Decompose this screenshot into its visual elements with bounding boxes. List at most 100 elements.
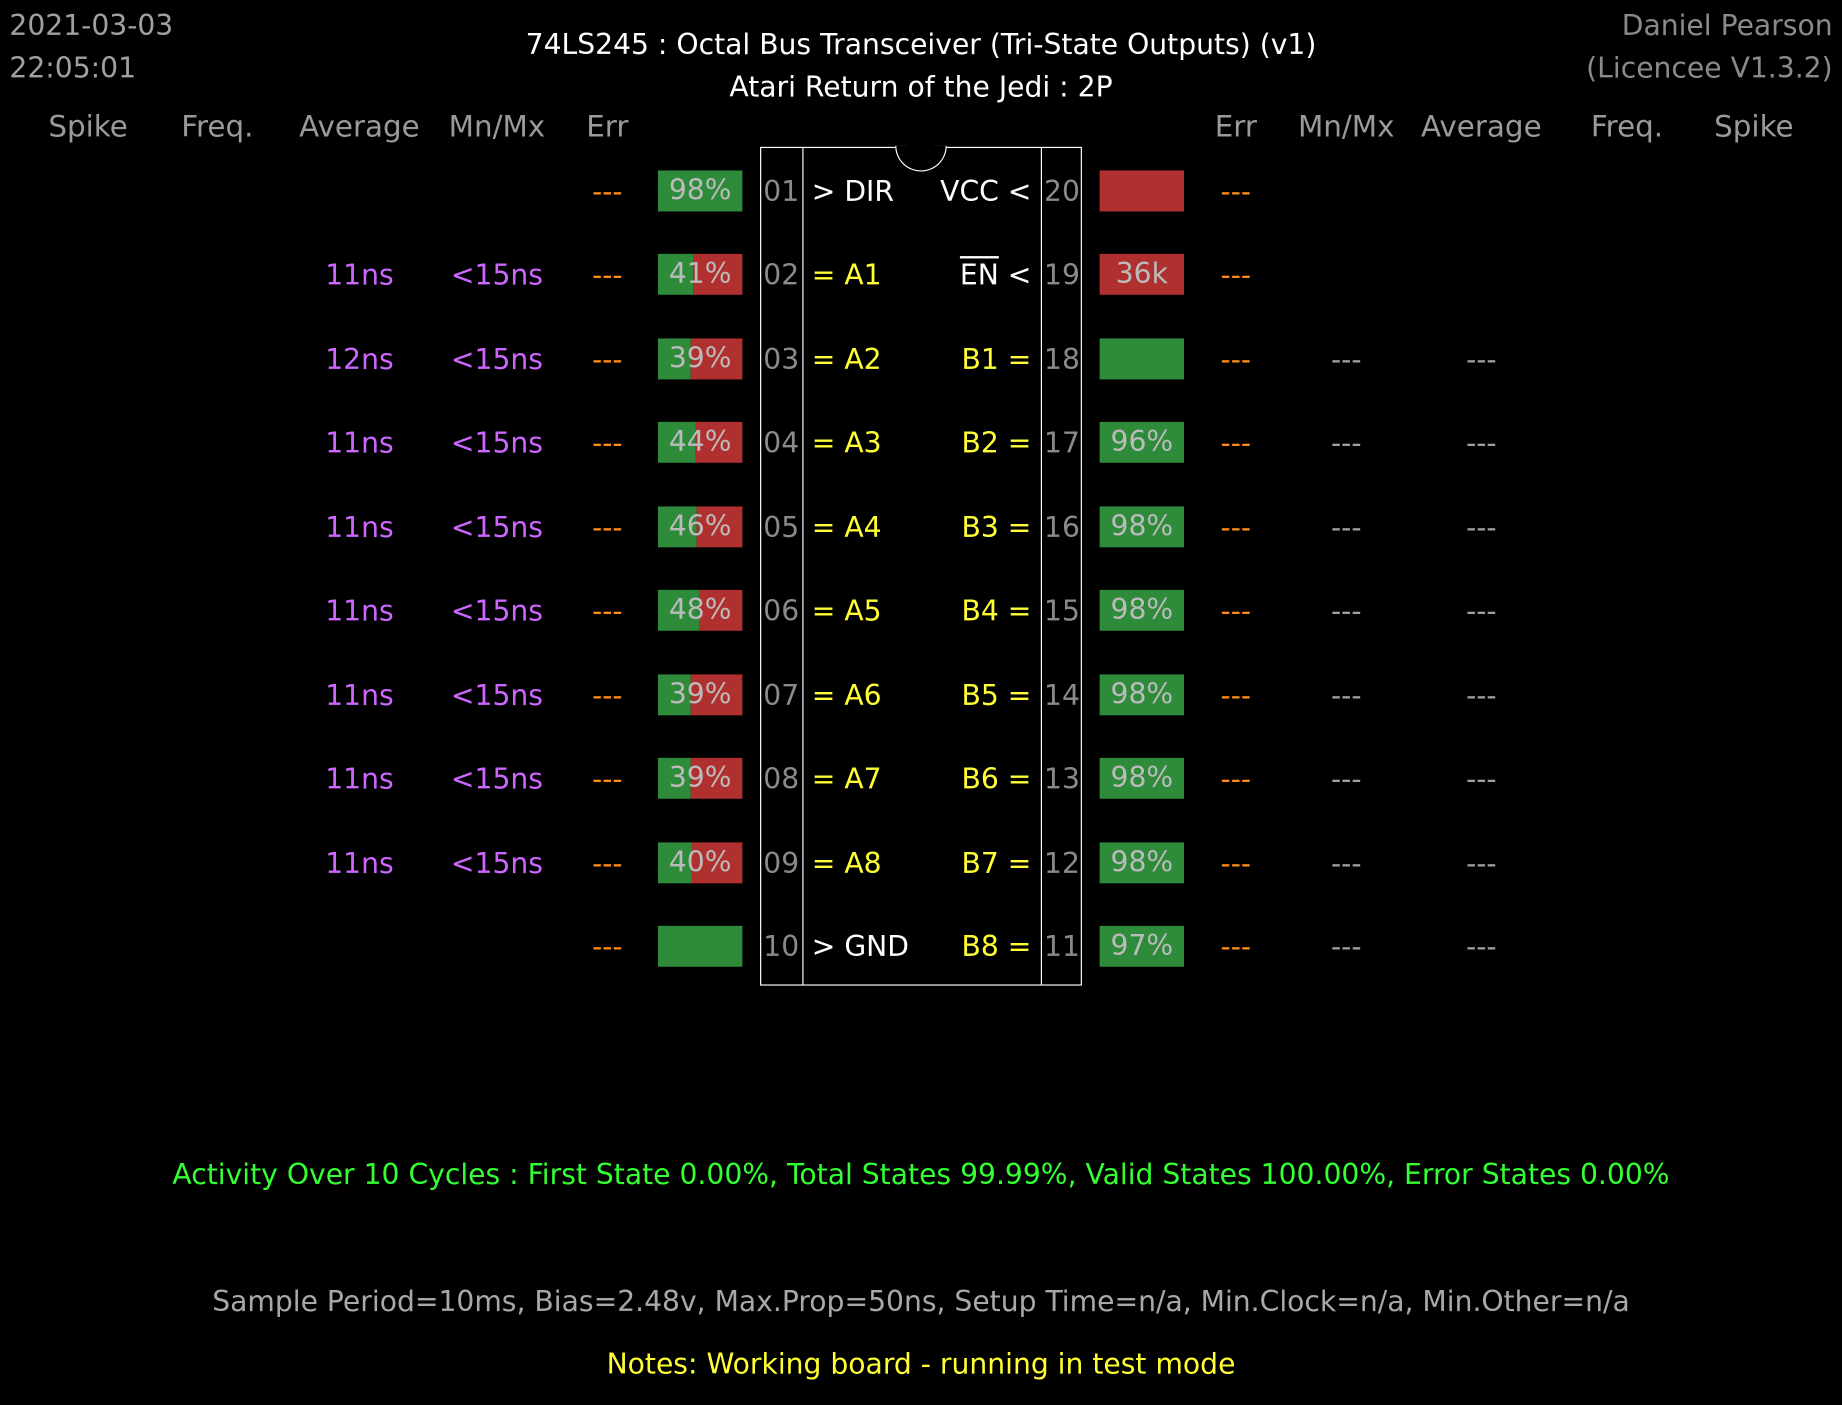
left-activity-bar-high [657, 925, 743, 967]
left-pin-number: 07 [763, 679, 800, 712]
right-mnmx-value: --- [1330, 930, 1362, 964]
author-label: Daniel Pearson [1621, 9, 1833, 43]
chip-divider-left [802, 148, 804, 985]
page-title: 74LS245 : Octal Bus Transceiver (Tri-Sta… [525, 28, 1317, 62]
right-activity-bar: 36k [1099, 253, 1185, 295]
right-activity-bar-label: 36k [1115, 257, 1168, 291]
right-average-value: --- [1466, 762, 1497, 796]
right-activity-bar: 97% [1099, 925, 1185, 967]
left-err-value: --- [592, 679, 623, 712]
right-pin-number: 11 [1044, 930, 1080, 964]
left-average-value: 11ns [325, 426, 394, 460]
right-mnmx-value: --- [1330, 511, 1362, 544]
right-activity-bar-label: 98% [1110, 677, 1174, 711]
left-activity-bar: 46% [657, 506, 743, 548]
left-activity-bar-label: 41% [668, 257, 732, 291]
right-average-value [1416, 168, 1548, 215]
left-activity-bar-label: 44% [668, 425, 732, 459]
left-err-value: --- [592, 426, 623, 460]
right-average-value [1416, 251, 1548, 298]
date-label: 2021-03-03 [9, 9, 174, 43]
right-err-value: --- [1220, 846, 1252, 880]
left-activity-bar: 48% [657, 589, 743, 631]
left-average-value: 11ns [325, 679, 394, 712]
left-pin-number: 06 [763, 594, 800, 628]
right-pin-number: 14 [1044, 679, 1080, 712]
right-activity-bar-high [1099, 338, 1185, 380]
left-activity-bar: 41% [657, 253, 743, 295]
left-pin-label: = A1 [811, 258, 882, 292]
left-activity-bar-low [690, 674, 743, 716]
right-mnmx-value: --- [1330, 846, 1362, 880]
right-pin-label: EN < [959, 258, 1032, 292]
right-pin-number: 16 [1044, 511, 1080, 544]
right-activity-bar [1099, 338, 1185, 380]
pin-row: B2 = 17 96% --- --- --- [0, 419, 1842, 466]
left-mnmx-value: <15ns [450, 258, 543, 292]
left-pin-label: = A6 [811, 679, 882, 712]
left-err-value: --- [592, 343, 623, 376]
left-pin-label: = A2 [811, 343, 882, 376]
pin-row: B3 = 16 98% --- --- --- [0, 504, 1842, 551]
pin-row: 11ns <15ns --- 46% 05 = A4 [0, 504, 1842, 551]
right-activity-bar-high [1099, 757, 1185, 799]
pin-row: B8 = 11 97% --- --- --- [0, 923, 1842, 970]
right-activity-bar-label: 98% [1110, 845, 1174, 879]
right-average-value: --- [1466, 343, 1497, 376]
notes-line: Notes: Working board - running in test m… [606, 1347, 1236, 1381]
right-mnmx-value: --- [1330, 426, 1362, 460]
right-mnmx-value: --- [1330, 594, 1362, 628]
right-activity-bar-high [1099, 506, 1185, 548]
pin-row: --- 98% 01 > DIR [0, 168, 1842, 215]
right-pin-label: B1 = [961, 343, 1032, 376]
left-activity-bar: 39% [657, 338, 743, 380]
right-pin-number: 15 [1044, 594, 1080, 628]
left-activity-bar-high [657, 842, 692, 884]
left-activity-bar-low [692, 253, 743, 295]
right-mnmx-value [1286, 251, 1406, 298]
right-err-value: --- [1220, 762, 1252, 796]
right-err-value: --- [1220, 258, 1252, 292]
right-pin-label: B7 = [961, 846, 1032, 880]
left-activity-bar-high [657, 421, 696, 463]
right-pin-number: 12 [1044, 846, 1080, 880]
left-mnmx-value: <15ns [450, 846, 543, 880]
col-header-right-average: Average [1421, 109, 1542, 144]
left-average-value: 11ns [325, 258, 394, 292]
left-err-value: --- [592, 258, 623, 292]
left-activity-bar-low [690, 338, 743, 380]
page-subtitle: Atari Return of the Jedi : 2P [729, 70, 1113, 104]
left-pin-label: = A7 [811, 762, 882, 796]
active-low-overline: EN [959, 258, 999, 292]
left-pin-label: = A4 [811, 511, 882, 544]
left-average-value: 11ns [325, 511, 394, 544]
left-activity-bar-high [657, 506, 697, 548]
left-activity-bar-label: 40% [668, 845, 732, 879]
activity-summary: Activity Over 10 Cycles : First State 0.… [172, 1158, 1670, 1192]
pin-row: 11ns <15ns --- 39% 08 = A7 [0, 755, 1842, 802]
col-header-right-mnmx: Mn/Mx [1297, 109, 1395, 144]
right-pin-number: 13 [1044, 762, 1080, 796]
left-err-value: --- [592, 762, 623, 796]
left-activity-bar: 44% [657, 421, 743, 463]
pin-row: 11ns <15ns --- 48% 06 = A5 [0, 587, 1842, 634]
left-err-value: --- [592, 594, 623, 628]
right-pin-label: B8 = [961, 930, 1032, 964]
col-header-left-spike: Spike [48, 109, 128, 144]
left-err-value: --- [592, 511, 623, 544]
left-pin-label: = A3 [811, 426, 882, 460]
left-mnmx-value: <15ns [450, 343, 543, 376]
right-activity-bar-high [1099, 925, 1185, 967]
left-activity-bar-label: 39% [668, 761, 732, 795]
left-average-value: 11ns [325, 846, 394, 880]
right-activity-bar-low [1099, 253, 1185, 295]
right-activity-bar-high [1099, 674, 1185, 716]
left-activity-bar-low [695, 421, 743, 463]
col-header-right-spike: Spike [1714, 109, 1794, 144]
chip-divider-right [1040, 148, 1042, 985]
right-err-value: --- [1220, 426, 1252, 460]
left-activity-bar-label: 46% [668, 509, 732, 543]
right-activity-bar-label: 97% [1110, 929, 1174, 963]
right-mnmx-value: --- [1330, 343, 1362, 376]
right-activity-bar-high [1099, 421, 1185, 463]
